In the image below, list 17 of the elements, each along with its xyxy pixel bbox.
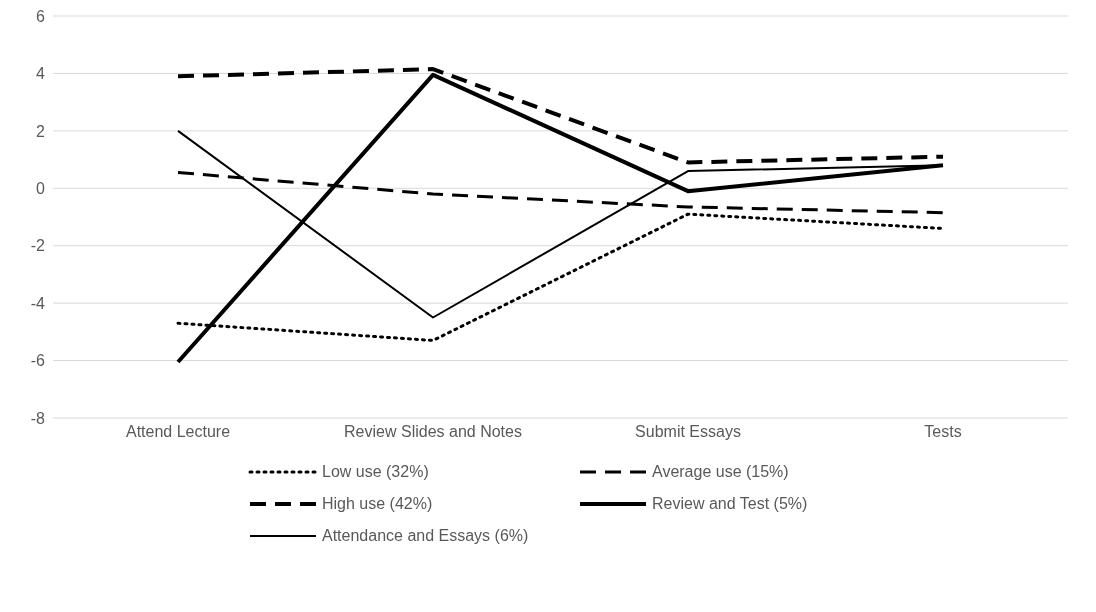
x-tick-label: Attend Lecture bbox=[125, 423, 231, 441]
legend-label: Low use (32%) bbox=[322, 463, 429, 481]
y-tick-label: -2 bbox=[30, 237, 46, 255]
x-tick-label: Submit Essays bbox=[635, 423, 741, 441]
x-tick-label: Tests bbox=[924, 423, 962, 441]
y-tick-label: -6 bbox=[30, 352, 46, 370]
legend-label: High use (42%) bbox=[322, 495, 433, 513]
y-tick-label: 6 bbox=[36, 7, 46, 25]
legend-label: Average use (15%) bbox=[652, 463, 789, 481]
y-tick-label: -4 bbox=[30, 294, 46, 312]
legend-label: Review and Test (5%) bbox=[652, 495, 808, 513]
y-tick-label: 4 bbox=[36, 65, 46, 83]
y-tick-label: 2 bbox=[36, 122, 46, 140]
x-tick-label: Review Slides and Notes bbox=[344, 423, 522, 441]
y-tick-label: -8 bbox=[30, 409, 46, 427]
y-tick-label: 0 bbox=[36, 179, 46, 197]
legend-label: Attendance and Essays (6%) bbox=[322, 527, 529, 545]
